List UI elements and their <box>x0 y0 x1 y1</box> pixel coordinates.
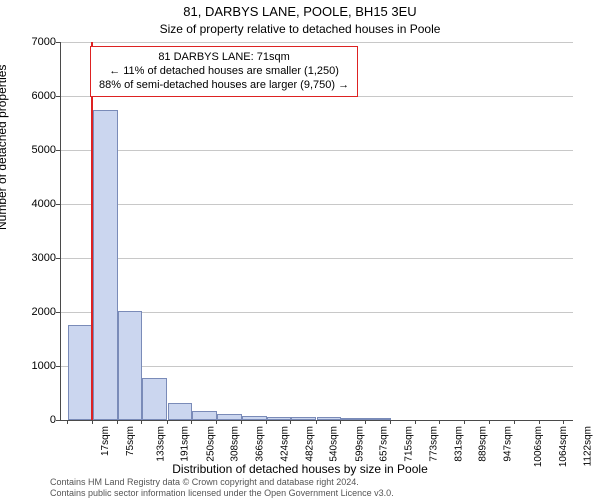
histogram-bar <box>291 417 316 420</box>
histogram-bar <box>366 418 391 420</box>
x-tick-label: 1122sqm <box>582 426 593 466</box>
x-tick-mark <box>191 420 192 424</box>
y-tick-mark <box>56 96 60 97</box>
x-tick-label: 366sqm <box>255 426 266 462</box>
x-tick-label: 947sqm <box>503 426 514 462</box>
x-tick-label: 1006sqm <box>533 426 544 467</box>
chart-title-main: 81, DARBYS LANE, POOLE, BH15 3EU <box>0 4 600 19</box>
x-tick-label: 715sqm <box>404 426 415 462</box>
x-tick-mark <box>290 420 291 424</box>
y-tick-mark <box>56 42 60 43</box>
y-tick-label: 1000 <box>16 360 56 372</box>
y-tick-label: 6000 <box>16 90 56 102</box>
footer-line-2: Contains public sector information licen… <box>50 488 394 498</box>
x-tick-mark <box>92 420 93 424</box>
y-tick-label: 7000 <box>16 36 56 48</box>
histogram-bar <box>267 417 292 421</box>
gridline <box>61 258 573 259</box>
histogram-bar <box>341 418 366 420</box>
x-tick-label: 250sqm <box>205 426 216 462</box>
histogram-bar <box>192 411 217 420</box>
x-tick-label: 831sqm <box>453 426 464 462</box>
x-tick-mark <box>514 420 515 424</box>
x-tick-mark <box>390 420 391 424</box>
x-tick-label: 17sqm <box>100 426 111 456</box>
y-axis-label: Number of detached properties <box>0 65 9 230</box>
x-tick-mark <box>340 420 341 424</box>
footer-attribution: Contains HM Land Registry data © Crown c… <box>50 477 394 498</box>
x-tick-label: 540sqm <box>329 426 340 462</box>
x-tick-mark <box>266 420 267 424</box>
histogram-bar <box>142 378 167 420</box>
y-tick-label: 5000 <box>16 144 56 156</box>
histogram-bar <box>93 110 118 421</box>
x-tick-label: 75sqm <box>125 426 136 456</box>
y-tick-label: 2000 <box>16 306 56 318</box>
x-tick-mark <box>489 420 490 424</box>
annotation-line-2: ← 11% of detached houses are smaller (1,… <box>99 65 349 79</box>
x-tick-mark <box>415 420 416 424</box>
x-tick-mark <box>241 420 242 424</box>
footer-line-1: Contains HM Land Registry data © Crown c… <box>50 477 394 487</box>
gridline <box>61 204 573 205</box>
histogram-bar <box>242 416 267 420</box>
y-tick-label: 0 <box>16 414 56 426</box>
histogram-bar <box>217 414 242 420</box>
x-tick-label: 133sqm <box>155 426 166 462</box>
x-tick-mark <box>316 420 317 424</box>
plot-area <box>60 42 573 421</box>
histogram-bar <box>118 311 143 420</box>
y-tick-mark <box>56 312 60 313</box>
x-tick-label: 657sqm <box>379 426 390 462</box>
y-tick-mark <box>56 150 60 151</box>
y-tick-label: 4000 <box>16 198 56 210</box>
gridline <box>61 150 573 151</box>
histogram-bar <box>68 325 93 420</box>
x-tick-label: 482sqm <box>304 426 315 462</box>
x-tick-mark <box>141 420 142 424</box>
x-tick-mark <box>563 420 564 424</box>
x-tick-label: 308sqm <box>230 426 241 462</box>
y-tick-mark <box>56 204 60 205</box>
x-tick-label: 191sqm <box>180 426 191 462</box>
x-tick-label: 889sqm <box>478 426 489 462</box>
x-tick-mark <box>464 420 465 424</box>
x-tick-mark <box>539 420 540 424</box>
x-tick-label: 424sqm <box>279 426 290 462</box>
annotation-box: 81 DARBYS LANE: 71sqm ← 11% of detached … <box>90 46 358 97</box>
y-tick-mark <box>56 420 60 421</box>
subject-marker-line <box>91 42 93 420</box>
x-tick-mark <box>67 420 68 424</box>
y-tick-mark <box>56 366 60 367</box>
x-tick-mark <box>439 420 440 424</box>
annotation-line-3: 88% of semi-detached houses are larger (… <box>99 79 349 93</box>
x-axis-label: Distribution of detached houses by size … <box>0 462 600 476</box>
gridline <box>61 42 573 43</box>
histogram-bar <box>317 417 342 420</box>
histogram-bar <box>168 403 193 420</box>
x-tick-mark <box>216 420 217 424</box>
y-tick-label: 3000 <box>16 252 56 264</box>
annotation-line-1: 81 DARBYS LANE: 71sqm <box>99 51 349 65</box>
x-tick-mark <box>117 420 118 424</box>
x-tick-mark <box>365 420 366 424</box>
x-tick-label: 1064sqm <box>558 426 569 467</box>
chart-title-sub: Size of property relative to detached ho… <box>0 22 600 36</box>
y-tick-mark <box>56 258 60 259</box>
x-tick-mark <box>167 420 168 424</box>
x-tick-label: 773sqm <box>428 426 439 462</box>
x-tick-label: 599sqm <box>354 426 365 462</box>
